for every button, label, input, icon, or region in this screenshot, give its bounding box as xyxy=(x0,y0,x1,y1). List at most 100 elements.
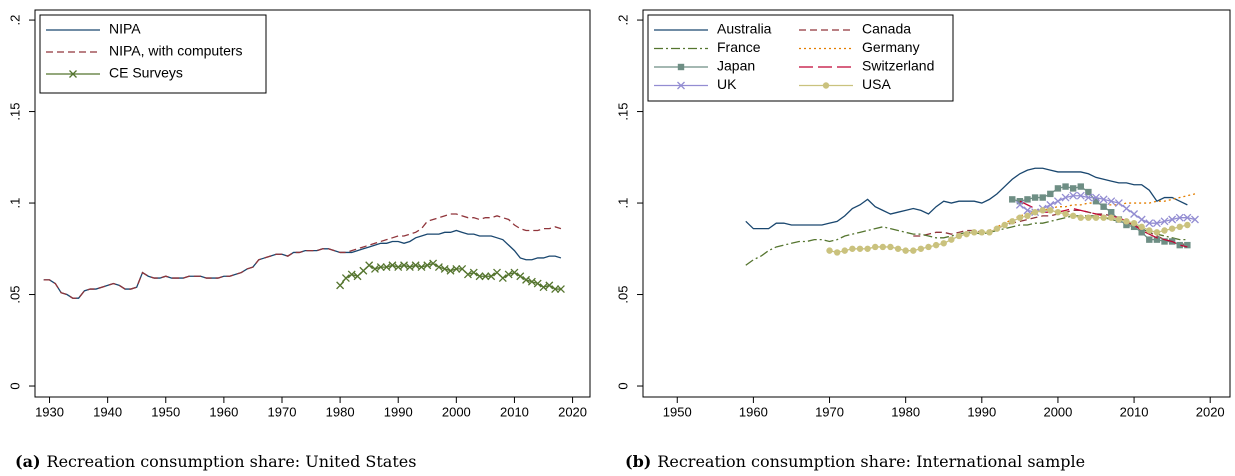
marker xyxy=(955,232,963,240)
x-tick-label: 1990 xyxy=(967,404,996,419)
marker xyxy=(948,236,955,243)
marker xyxy=(1062,183,1069,190)
x-tick-label: 1950 xyxy=(663,404,692,419)
caption: (b) Recreation consumption share: Interna… xyxy=(625,452,1085,471)
marker xyxy=(1031,208,1039,216)
marker xyxy=(963,230,970,238)
marker xyxy=(382,263,391,272)
marker xyxy=(446,266,455,275)
legend-label: Australia xyxy=(717,21,772,37)
marker xyxy=(1108,214,1115,221)
x-tick-label: 2010 xyxy=(1120,404,1149,419)
marker xyxy=(1183,213,1192,222)
marker xyxy=(347,270,356,279)
x-tick-label: 1970 xyxy=(815,404,844,419)
x-tick-label: 2020 xyxy=(558,404,587,419)
marker xyxy=(822,82,830,89)
marker xyxy=(917,245,925,252)
marker xyxy=(1146,227,1153,234)
legend-label: UK xyxy=(717,76,737,92)
marker xyxy=(1130,210,1139,218)
marker xyxy=(1016,214,1024,221)
marker xyxy=(826,247,833,254)
marker xyxy=(1153,229,1161,236)
marker xyxy=(910,247,917,254)
marker xyxy=(887,243,894,251)
marker xyxy=(902,247,909,254)
marker xyxy=(1047,207,1054,214)
y-tick-label: .1 xyxy=(615,198,630,209)
marker xyxy=(365,261,374,270)
series-line xyxy=(745,215,1188,266)
marker xyxy=(1009,218,1016,225)
marker xyxy=(1016,198,1024,205)
x-tick-label: 1940 xyxy=(93,404,122,419)
marker xyxy=(1138,229,1145,236)
caption-label: (a) xyxy=(15,452,41,471)
marker xyxy=(1084,193,1093,202)
marker xyxy=(1053,197,1062,206)
marker xyxy=(1100,203,1107,210)
marker xyxy=(510,268,519,277)
marker xyxy=(1160,217,1169,226)
x-tick-label: 1960 xyxy=(209,404,238,419)
marker xyxy=(856,245,864,252)
y-tick-label: .2 xyxy=(615,15,630,26)
marker xyxy=(986,229,993,236)
marker xyxy=(411,261,420,270)
marker xyxy=(1054,208,1062,216)
marker xyxy=(341,274,350,283)
series-line xyxy=(989,193,1196,232)
marker xyxy=(1039,194,1046,201)
marker xyxy=(1175,213,1184,222)
marker xyxy=(1152,219,1161,228)
marker xyxy=(533,279,542,288)
marker xyxy=(539,283,548,292)
marker xyxy=(925,243,932,251)
marker xyxy=(394,263,403,272)
marker xyxy=(1085,188,1092,196)
y-tick-label: .2 xyxy=(7,15,22,26)
marker xyxy=(1024,212,1031,220)
x-tick-label: 1990 xyxy=(384,404,413,419)
caption-label: (b) xyxy=(625,452,651,471)
x-tick-label: 1960 xyxy=(739,404,768,419)
marker xyxy=(1115,216,1123,223)
y-tick-label: .1 xyxy=(7,198,22,209)
marker xyxy=(833,249,841,256)
legend-label: Japan xyxy=(717,58,755,74)
caption-text: Recreation consumption share: United Sta… xyxy=(47,452,417,471)
marker xyxy=(440,264,449,273)
marker xyxy=(1023,206,1032,215)
marker xyxy=(978,229,986,236)
legend-label: USA xyxy=(862,76,891,92)
marker xyxy=(417,263,426,272)
marker xyxy=(1076,191,1085,200)
x-tick-label: 1980 xyxy=(891,404,920,419)
marker xyxy=(1092,193,1100,202)
marker xyxy=(551,285,560,294)
marker xyxy=(1191,215,1199,224)
marker xyxy=(1153,236,1161,243)
x-tick-label: 2000 xyxy=(1043,404,1072,419)
marker xyxy=(1161,238,1168,245)
legend-label: CE Surveys xyxy=(109,65,183,81)
marker xyxy=(522,275,531,284)
marker xyxy=(1168,225,1176,232)
marker xyxy=(1001,221,1008,229)
marker xyxy=(452,264,461,273)
marker xyxy=(1130,219,1138,227)
marker xyxy=(1099,195,1108,204)
x-tick-label: 2020 xyxy=(1196,404,1225,419)
legend-box xyxy=(647,14,954,102)
marker xyxy=(1107,197,1116,206)
marker xyxy=(1161,227,1168,234)
marker xyxy=(423,261,432,270)
marker xyxy=(932,241,940,249)
marker xyxy=(1137,215,1146,224)
chart-panel: 0 .05 .1 .15 .2 1930 1940 1950 1960 1970 1980 1990 2… xyxy=(7,9,591,471)
marker xyxy=(841,247,848,254)
marker xyxy=(849,245,856,252)
marker xyxy=(463,270,472,279)
marker xyxy=(1061,193,1070,202)
